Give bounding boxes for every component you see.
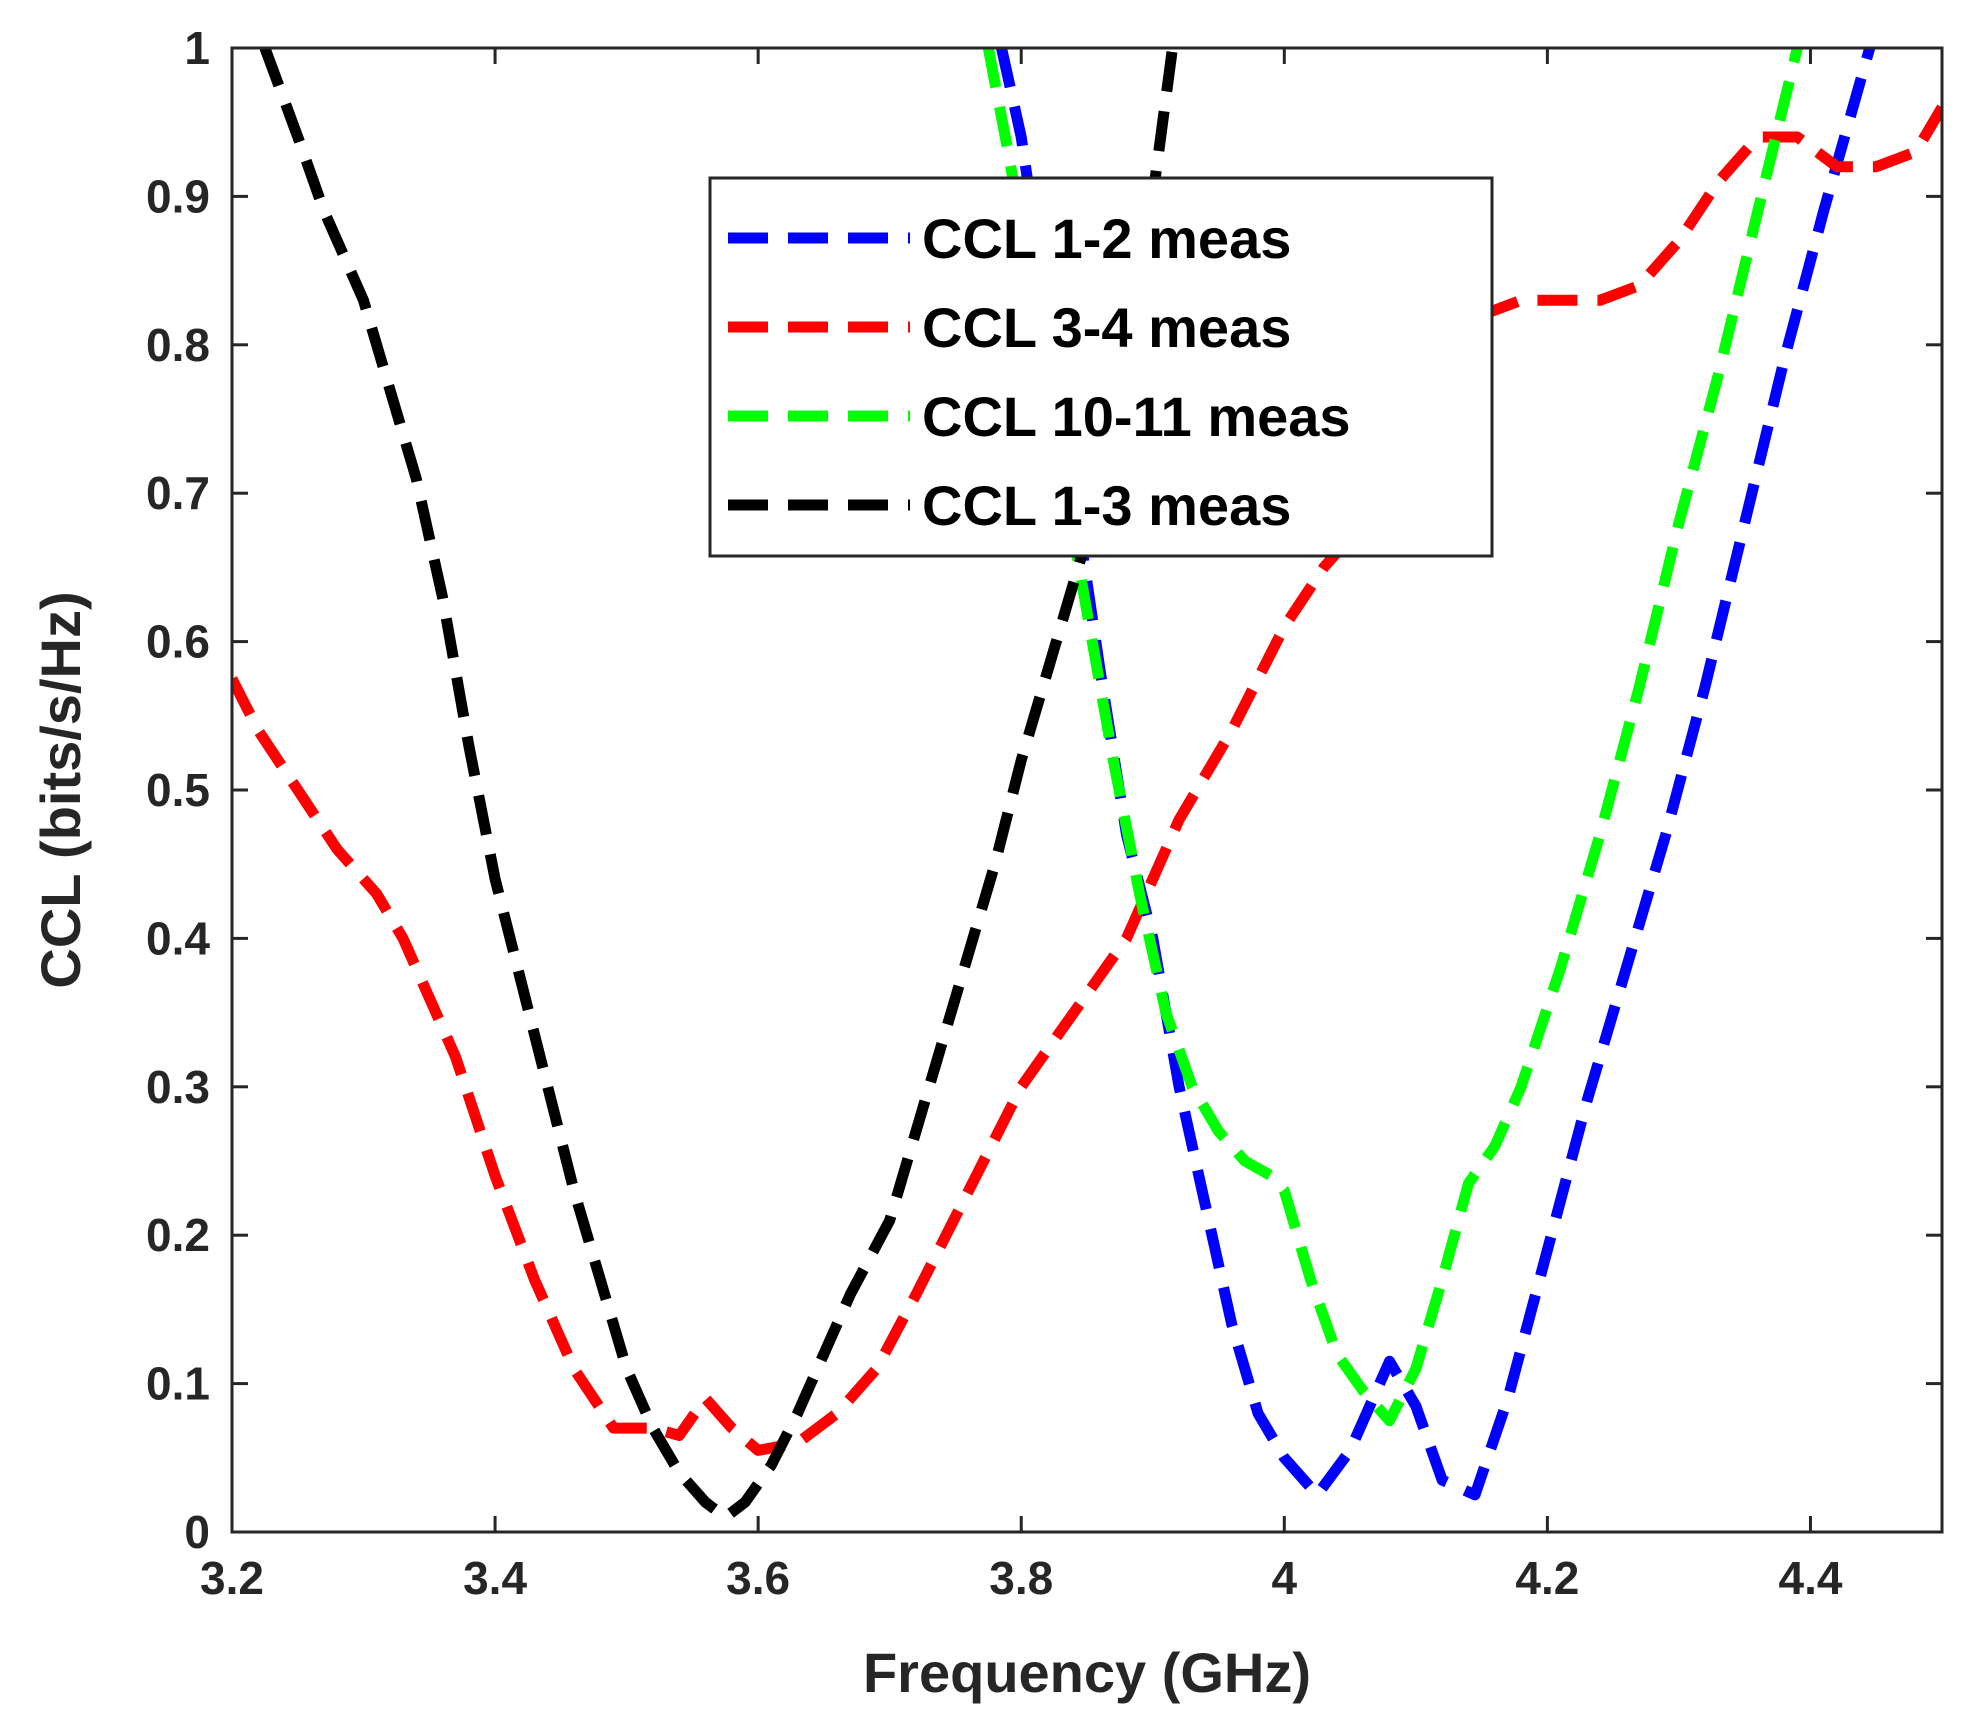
x-tick-label: 4.4 xyxy=(1778,1552,1842,1604)
x-tick-label: 4 xyxy=(1272,1552,1298,1604)
x-tick-label: 3.8 xyxy=(989,1552,1053,1604)
y-tick-label: 0.8 xyxy=(146,319,210,371)
legend-label: CCL 1-3 meas xyxy=(922,474,1291,537)
series-line-3 xyxy=(982,48,1803,1427)
series-line-2 xyxy=(232,104,1942,1456)
y-tick-label: 0.6 xyxy=(146,616,210,668)
y-tick-label: 0.4 xyxy=(146,912,210,964)
series-line-4 xyxy=(259,48,1178,1523)
y-tick-label: 0.5 xyxy=(146,764,210,816)
legend-label: CCL 1-2 meas xyxy=(922,207,1291,270)
y-axis-title: CCL (bits/s/Hz) xyxy=(29,591,92,988)
x-tick-label: 4.2 xyxy=(1515,1552,1579,1604)
series-line-1 xyxy=(996,48,1875,1501)
legend-label: CCL 3-4 meas xyxy=(922,296,1291,359)
y-tick-label: 1 xyxy=(184,22,210,74)
x-tick-label: 3.6 xyxy=(726,1552,790,1604)
y-tick-label: 0.3 xyxy=(146,1061,210,1113)
legend-label: CCL 10-11 meas xyxy=(922,385,1351,448)
legend-box xyxy=(708,176,1494,558)
y-tick-label: 0.7 xyxy=(146,467,210,519)
y-tick-label: 0.1 xyxy=(146,1358,210,1410)
y-tick-label: 0.2 xyxy=(146,1209,210,1261)
x-axis-title: Frequency (GHz) xyxy=(863,1641,1311,1704)
x-tick-label: 3.4 xyxy=(463,1552,527,1604)
x-tick-label: 3.2 xyxy=(200,1552,264,1604)
series-layer xyxy=(232,48,1942,1523)
legend: CCL 1-2 meas CCL 3-4 meas CCL 10-11 meas CC… xyxy=(708,176,1494,558)
ticks-layer: 3.2 3.4 3.6 3.8 4 4.2 4.4 0 0.1 0.2 0.3 0.4 0.5 0.6 0.… xyxy=(146,22,1942,1604)
y-tick-label: 0 xyxy=(184,1506,210,1558)
y-tick-label: 0.9 xyxy=(146,170,210,222)
